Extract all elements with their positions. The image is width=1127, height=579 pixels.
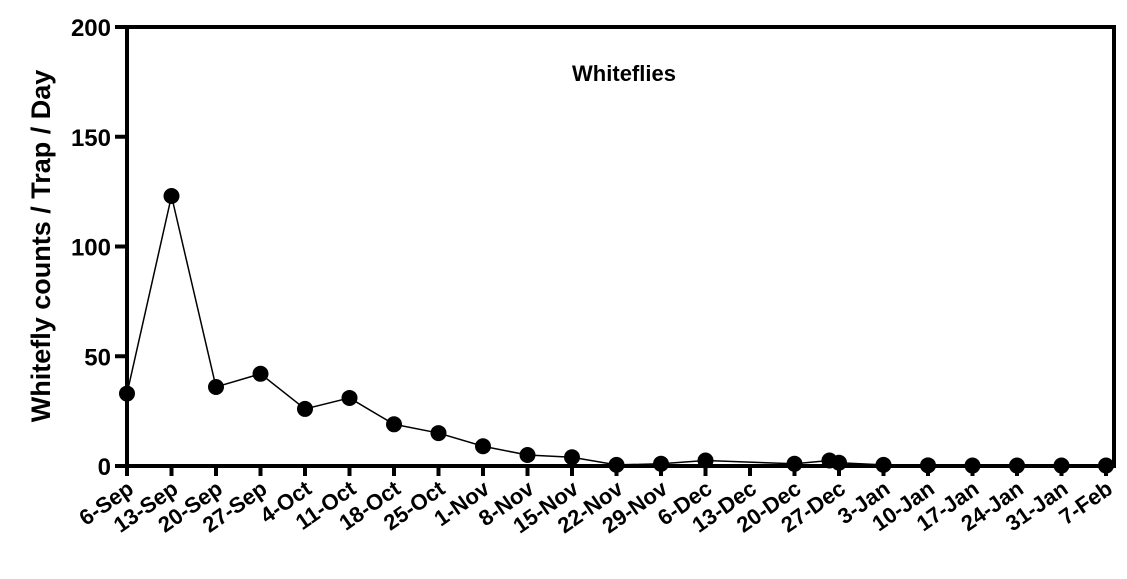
data-point xyxy=(786,455,803,472)
data-point xyxy=(119,385,135,402)
data-point xyxy=(475,438,491,455)
data-point xyxy=(297,400,313,417)
x-ticks: 6-Sep13-Sep20-Sep27-Sep4-Oct11-Oct18-Oct… xyxy=(74,466,1117,538)
data-point xyxy=(519,447,536,464)
data-point xyxy=(1098,457,1114,474)
data-points xyxy=(119,188,1114,474)
data-point xyxy=(564,449,580,466)
data-point xyxy=(964,457,981,474)
y-ticks: 0 50 100 150 200 xyxy=(71,15,127,481)
data-point xyxy=(875,456,892,473)
data-point xyxy=(430,425,447,442)
data-point xyxy=(208,378,224,395)
y-tick-label: 100 xyxy=(71,235,111,262)
data-point xyxy=(1009,457,1025,474)
y-tick-label: 200 xyxy=(71,15,111,42)
data-point xyxy=(386,416,402,433)
y-axis-label: Whitefly counts / Trap / Day xyxy=(26,70,56,423)
data-point xyxy=(831,454,847,471)
y-tick-label: 50 xyxy=(84,344,111,371)
series-line-group xyxy=(126,195,1106,467)
data-point xyxy=(653,455,669,472)
plot-frame xyxy=(125,25,1116,468)
axes xyxy=(125,25,1116,468)
y-tick-label: 0 xyxy=(98,454,111,481)
data-point xyxy=(341,389,358,406)
series-line xyxy=(126,195,1106,467)
data-point xyxy=(163,188,180,205)
data-point xyxy=(1053,457,1070,474)
data-point xyxy=(920,457,936,474)
y-tick-label: 150 xyxy=(71,125,111,152)
x-tick-label: 7-Feb xyxy=(1054,476,1116,530)
chart-title: Whiteflies xyxy=(572,61,676,86)
data-point xyxy=(252,365,269,382)
data-point xyxy=(697,452,714,469)
data-point xyxy=(608,456,625,473)
